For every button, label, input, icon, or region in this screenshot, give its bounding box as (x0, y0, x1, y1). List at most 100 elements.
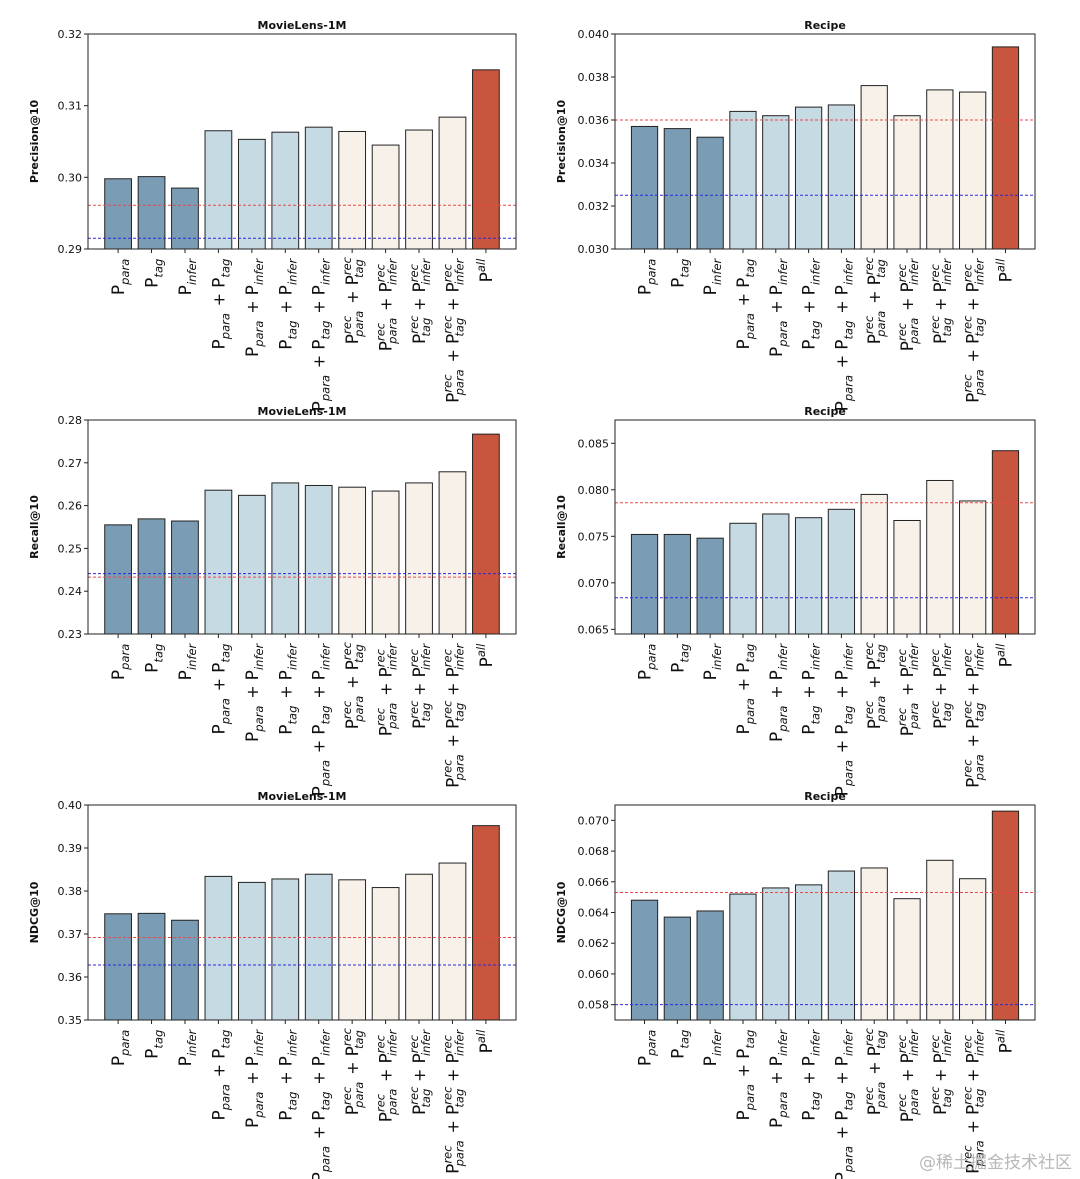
label-spacer (209, 257, 229, 259)
bar (959, 878, 987, 1021)
bar (794, 884, 823, 1021)
label-sub: para (907, 318, 921, 345)
bar (959, 500, 987, 635)
x-tick-label: Precpara + Prectag + Precinfer (961, 257, 987, 403)
plot-frame (87, 33, 517, 250)
label-sub: tag (452, 703, 466, 722)
label-base: P (410, 719, 430, 729)
y-tick-label: 0.070 (578, 577, 610, 590)
y-tick-label: 0.070 (578, 814, 610, 827)
bar (271, 482, 300, 635)
label-base: P (310, 1056, 330, 1066)
label-base: P (964, 334, 984, 344)
label-spacer (734, 642, 754, 644)
label-plus: + (964, 677, 983, 701)
label-sub: tag (743, 644, 757, 663)
label-base: P (343, 719, 363, 729)
label-sub: tag (218, 259, 232, 278)
label-sub: infer (776, 257, 790, 285)
bar (472, 825, 500, 1021)
label-base: P (996, 657, 1016, 667)
bar (104, 524, 132, 635)
label-plus: + (865, 670, 884, 694)
label-base: P (243, 1056, 263, 1066)
chart-panel-3: MovieLens-1M 0.23 0.24 0.25 0.26 0.27 0.28 Reca… (28, 405, 517, 796)
label-plus: + (243, 680, 262, 704)
label-sub: infer (319, 1028, 333, 1056)
label-sup: rec (340, 315, 354, 334)
label-base: P (343, 1046, 363, 1056)
label-spacer (443, 642, 463, 644)
label-sub: para (218, 698, 232, 725)
x-tick-label: Precpara + Prectag (862, 1027, 888, 1115)
label-sub: para (386, 1089, 400, 1116)
label-spacer (668, 257, 688, 259)
label-base: P (865, 334, 885, 344)
bar (827, 870, 856, 1021)
label-sub: tag (285, 706, 299, 725)
label-sup: rec (407, 1086, 421, 1105)
label-base: P (209, 1110, 229, 1120)
plot-frame (614, 419, 1036, 635)
label-sub: infer (710, 1028, 724, 1056)
label-spacer (964, 1028, 984, 1030)
label-base: P (410, 667, 430, 677)
x-tick-label: Ppara + Ptag + Pinfer (832, 257, 855, 411)
x-tick-label: Ppara + Pinfer (243, 257, 266, 357)
x-tick-label: Ppara (636, 1028, 659, 1066)
bar (860, 493, 888, 635)
label-plus: + (310, 1066, 329, 1090)
y-tick-label: 0.032 (578, 200, 610, 213)
bar (405, 482, 433, 635)
label-sup: rec (895, 1093, 909, 1112)
label-sub: tag (152, 259, 166, 278)
x-tick-label: Precpara + Prectag (340, 641, 366, 729)
label-spacer (410, 642, 430, 644)
label-base: P (176, 285, 196, 295)
label-plus: + (276, 295, 295, 319)
bar (926, 479, 954, 635)
label-sub: infer (841, 1028, 855, 1056)
bar (271, 131, 300, 250)
x-tick-label: Ptag (143, 257, 166, 288)
y-tick-label: 0.40 (58, 799, 83, 812)
x-tick-label: Prectag + Precinfer (407, 1028, 433, 1115)
bar (729, 522, 757, 635)
label-sub: tag (841, 1092, 855, 1111)
label-base: P (636, 1056, 656, 1066)
label-sub: infer (452, 1028, 466, 1056)
label-plus: + (443, 344, 462, 368)
x-tick-label: Ppara + Pinfer (243, 642, 266, 742)
label-sub: para (452, 754, 466, 781)
label-sup: rec (895, 263, 909, 282)
label-sub: para (973, 754, 987, 781)
bar (171, 187, 199, 250)
label-spacer (865, 1028, 885, 1030)
label-spacer (276, 257, 296, 259)
label-sub: para (118, 644, 132, 671)
label-spacer (832, 642, 852, 644)
x-tick-label: Precpara + Prectag (862, 256, 888, 344)
chart-panel-1: MovieLens-1M 0.29 0.30 0.31 0.32 Precision@10… (28, 19, 517, 411)
label-sub: tag (841, 706, 855, 725)
label-base: P (310, 401, 330, 411)
label-base: P (865, 1105, 885, 1115)
label-sub: tag (352, 1030, 366, 1049)
chart-title: MovieLens-1M (258, 405, 347, 418)
label-spacer (310, 257, 330, 259)
label-spacer (865, 642, 885, 644)
label-sub: para (874, 311, 888, 338)
label-base: P (410, 1053, 430, 1063)
label-sup: rec (374, 1093, 388, 1112)
y-tick-label: 0.040 (578, 28, 610, 41)
x-tick-label: Ptag + Pinfer (276, 1028, 299, 1121)
label-plus: + (964, 344, 983, 368)
label-sup: rec (862, 641, 876, 660)
label-base: P (898, 341, 918, 351)
x-tick-label: Precpara + Prectag + Precinfer (961, 1028, 987, 1174)
label-base: P (734, 663, 754, 673)
label-sub: infer (419, 642, 433, 670)
x-tick-label: Ppara + Ptag (734, 257, 757, 350)
label-base: P (800, 1056, 820, 1066)
